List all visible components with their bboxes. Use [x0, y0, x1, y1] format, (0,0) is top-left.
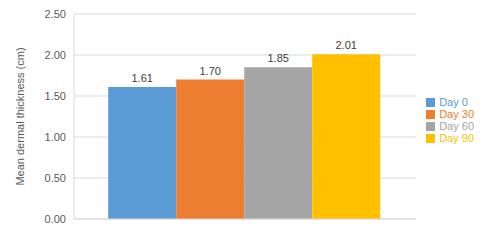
- svg-text:2.01: 2.01: [336, 39, 357, 51]
- html-text:Day 90: Day 90: [439, 131, 474, 144]
- svg-text:1.50: 1.50: [45, 90, 66, 102]
- svg-text:1.61: 1.61: [132, 72, 153, 84]
- svg-text:0.50: 0.50: [45, 172, 66, 184]
- html-text:Day 60: Day 60: [439, 119, 474, 132]
- svg-text:1.00: 1.00: [45, 131, 66, 143]
- svg-text:2.50: 2.50: [45, 8, 66, 20]
- svg-text:1.70: 1.70: [200, 65, 221, 77]
- svg-text:1.85: 1.85: [268, 52, 289, 64]
- svg-text:2.00: 2.00: [45, 49, 66, 61]
- html-text:Day 30: Day 30: [439, 107, 474, 120]
- svg-text:Mean dermal thickness (cm): Mean dermal thickness (cm): [14, 47, 26, 185]
- svg-text:0.00: 0.00: [45, 213, 66, 225]
- html-text:Day 0: Day 0: [439, 95, 468, 108]
